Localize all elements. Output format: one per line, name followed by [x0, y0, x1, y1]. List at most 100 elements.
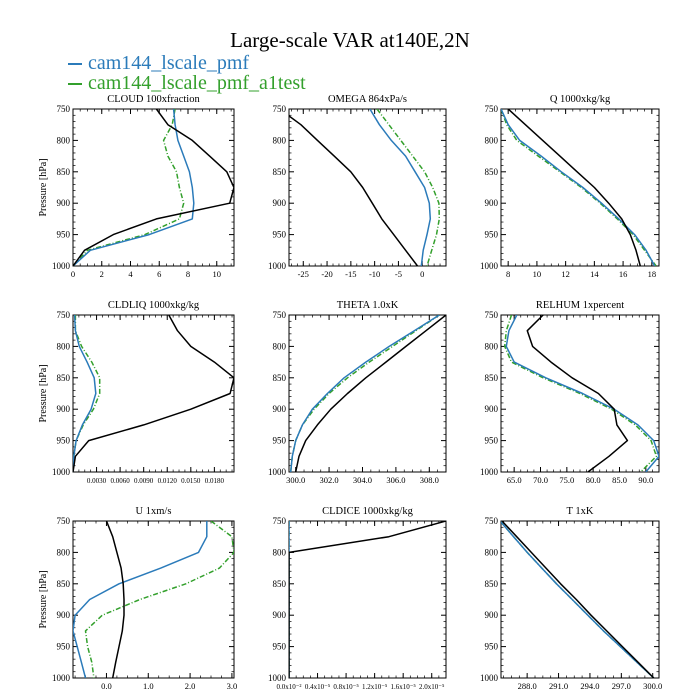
- x-tick-label: -5: [395, 269, 402, 279]
- panel-2: OMEGA 864xPa/s 750 800 850 900 950 1000 -25 -20 -…: [268, 94, 447, 279]
- plot-frame: [72, 314, 235, 473]
- x-tick-label: 18: [648, 269, 657, 279]
- y-tick-label: 800: [273, 547, 287, 557]
- y-tick-label: 950: [57, 436, 71, 446]
- y-tick-label: 950: [57, 642, 71, 652]
- plot-frame: [288, 314, 447, 473]
- panel-1: CLOUD 100xfraction Pressure [hPa] 750 800 85…: [38, 94, 235, 279]
- x-tick-label: -25: [298, 269, 309, 279]
- x-tick-label: 0.0060: [110, 477, 130, 485]
- legend-line-icon: [68, 63, 82, 66]
- y-tick-label: 750: [485, 104, 499, 114]
- y-axis-label: Pressure [hPa]: [38, 364, 49, 422]
- x-tick-label: 6: [157, 269, 161, 279]
- x-tick-label: 306.0: [386, 475, 405, 485]
- panel-6: RELHUM 1xpercent 750 800 850 900 950 1000 65.0 7…: [480, 300, 660, 485]
- y-tick-label: 850: [485, 373, 499, 383]
- x-tick-label: 8: [186, 269, 190, 279]
- x-tick-label: 2: [100, 269, 104, 279]
- x-tick-label: 70.0: [533, 475, 548, 485]
- x-tick-label: 90.0: [638, 475, 653, 485]
- series-line-reference: [73, 315, 234, 472]
- x-tick-label: -20: [321, 269, 332, 279]
- y-tick-label: 800: [273, 341, 287, 351]
- x-tick-label: 300.0: [643, 681, 662, 691]
- plot-frame: [288, 108, 447, 267]
- panel-3: Q 1000xkg/kg 750 800 850 900 950 1000 8 10 12 14 16…: [480, 94, 660, 279]
- y-tick-label: 950: [273, 230, 287, 240]
- y-tick-label: 850: [273, 167, 287, 177]
- series-line-reference: [526, 315, 629, 472]
- x-tick-label: 10: [533, 269, 542, 279]
- x-tick-label: 2.0: [185, 681, 196, 691]
- series-line-pmf-a1test: [376, 109, 441, 266]
- x-tick-label: 288.0: [518, 681, 537, 691]
- series-line-pmf: [505, 315, 659, 472]
- x-tick-label: 291.0: [549, 681, 568, 691]
- x-tick-label: 1.6x10⁻⁵: [390, 683, 416, 691]
- x-tick-label: 2.0x10⁻⁵: [419, 683, 445, 691]
- panel-title: OMEGA 864xPa/s: [328, 94, 407, 105]
- y-tick-label: 800: [57, 341, 71, 351]
- x-tick-label: 3.0: [227, 681, 238, 691]
- y-tick-label: 1000: [268, 673, 287, 683]
- y-tick-label: 900: [273, 198, 287, 208]
- x-tick-label: 8: [506, 269, 510, 279]
- series-line-reference: [501, 521, 655, 678]
- series-line-pmf-a1test: [501, 109, 657, 266]
- series-line-pmf: [501, 109, 656, 266]
- x-tick-label: -15: [345, 269, 356, 279]
- y-tick-label: 900: [485, 404, 499, 414]
- x-tick-label: 75.0: [559, 475, 574, 485]
- y-tick-label: 1000: [480, 467, 499, 477]
- plot-frame: [72, 108, 235, 267]
- x-tick-label: 1.0: [143, 681, 154, 691]
- y-tick-label: 800: [57, 135, 71, 145]
- series-line-pmf-a1test: [73, 109, 185, 266]
- x-tick-label: 0.8x10⁻⁵: [333, 683, 359, 691]
- x-tick-label: 10: [213, 269, 222, 279]
- y-tick-label: 900: [485, 610, 499, 620]
- series-line-pmf: [73, 521, 208, 678]
- y-tick-label: 800: [485, 341, 499, 351]
- panel-title: RELHUM 1xpercent: [536, 300, 624, 311]
- y-tick-label: 900: [485, 198, 499, 208]
- y-tick-label: 950: [485, 230, 499, 240]
- y-tick-label: 750: [485, 516, 499, 526]
- y-tick-label: 900: [57, 404, 71, 414]
- x-tick-label: 0.0120: [158, 477, 178, 485]
- x-tick-label: 300.0: [286, 475, 305, 485]
- y-tick-label: 750: [57, 104, 71, 114]
- plot-frame: [500, 520, 660, 679]
- panel-title: CLOUD 100xfraction: [107, 94, 200, 105]
- y-tick-label: 900: [57, 610, 71, 620]
- x-tick-label: 0.0150: [181, 477, 201, 485]
- x-tick-label: -10: [369, 269, 380, 279]
- y-tick-label: 800: [273, 135, 287, 145]
- legend-label: cam144_lscale_pmf_a1test: [88, 72, 306, 94]
- y-tick-label: 900: [57, 198, 71, 208]
- y-tick-label: 900: [273, 610, 287, 620]
- series-line-pmf: [369, 109, 432, 266]
- y-tick-label: 900: [273, 404, 287, 414]
- y-tick-label: 850: [485, 167, 499, 177]
- panel-4: CLDLIQ 1000xkg/kg Pressure [hPa] 750 800 850…: [38, 300, 235, 485]
- x-tick-label: 0.0090: [134, 477, 154, 485]
- y-tick-label: 850: [57, 579, 71, 589]
- series-line-reference: [294, 315, 446, 472]
- x-tick-label: 12: [561, 269, 570, 279]
- panel-title: THETA 1.0xK: [337, 300, 399, 311]
- series-line-pmf: [501, 521, 655, 678]
- x-tick-label: 294.0: [580, 681, 599, 691]
- y-tick-label: 950: [57, 230, 71, 240]
- plot-frame: [500, 108, 660, 267]
- y-tick-label: 800: [485, 135, 499, 145]
- panel-9: T 1xK 750 800 850 900 950 1000 288.0 291.0 294.0 2…: [480, 506, 662, 691]
- y-tick-label: 850: [273, 579, 287, 589]
- x-tick-label: 297.0: [612, 681, 631, 691]
- y-axis-label: Pressure [hPa]: [38, 570, 49, 628]
- x-tick-label: 0.0030: [87, 477, 107, 485]
- panel-title: CLDLIQ 1000xkg/kg: [108, 300, 200, 311]
- x-tick-label: 85.0: [612, 475, 627, 485]
